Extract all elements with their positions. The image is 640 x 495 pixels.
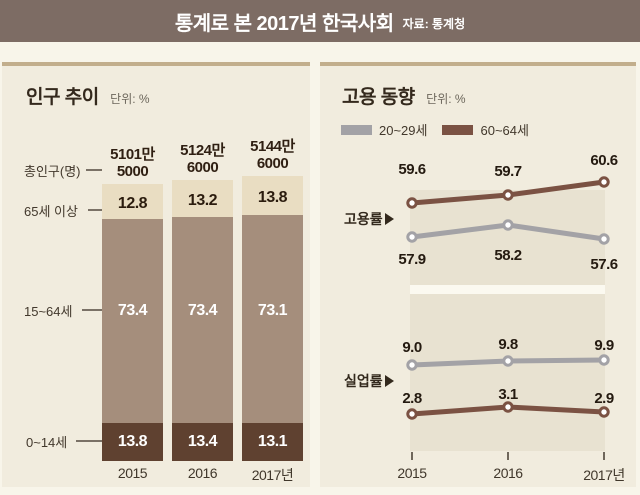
legend-item-20-29: 20~29세 bbox=[341, 120, 427, 139]
stacked-bar-2017 bbox=[242, 176, 303, 461]
emp20-2017-label: 57.6 bbox=[590, 256, 618, 273]
connector-line bbox=[76, 440, 102, 442]
segment-15-64-2015 bbox=[102, 219, 163, 423]
population-panel: 인구 추이 단위: % 총인구(명) 5101만 5000 5124만 6000… bbox=[2, 62, 310, 487]
value-15-64-2016: 73.4 bbox=[187, 302, 218, 319]
total-population-label: 총인구(명) bbox=[24, 164, 81, 179]
header-bar: 통계로 본 2017년 한국사회 자료: 통계청 bbox=[0, 0, 640, 42]
employment-panel: 고용 동향 단위: % 20~29세 60~64세 bbox=[320, 62, 636, 487]
population-title: 인구 추이 bbox=[26, 87, 99, 108]
axis-year-2016: 2016 bbox=[493, 465, 523, 481]
value-0-14-2015: 13.8 bbox=[117, 433, 148, 450]
axis-year-2017: 2017년 bbox=[251, 467, 294, 483]
axis-year-2016: 2016 bbox=[187, 465, 218, 481]
unemp60-2017-label: 2.9 bbox=[594, 390, 614, 407]
emp60-2017-label: 60.6 bbox=[590, 152, 618, 169]
unemp20-2017-label: 9.9 bbox=[594, 337, 614, 354]
arrow-right-icon bbox=[384, 375, 394, 387]
legend-swatch-brown bbox=[442, 124, 474, 135]
legend-swatch-gray bbox=[341, 124, 372, 135]
value-65plus-2017: 13.8 bbox=[257, 189, 288, 206]
axis-year-2015: 2015 bbox=[397, 465, 427, 481]
emp20-2016-label: 58.2 bbox=[494, 247, 522, 264]
source-label: 자료: 통계청 bbox=[402, 17, 466, 31]
connector-line bbox=[88, 209, 102, 211]
value-65plus-2015: 12.8 bbox=[117, 195, 148, 212]
total-2017: 5144만 6000 bbox=[250, 138, 295, 172]
value-0-14-2016: 13.4 bbox=[187, 433, 218, 450]
stacked-bar-2015 bbox=[102, 184, 163, 461]
connector-line bbox=[86, 169, 102, 171]
emp60-2016-label: 59.7 bbox=[494, 163, 522, 180]
axis-year-2017: 2017년 bbox=[583, 467, 625, 483]
total-2016: 5124만 6000 bbox=[180, 142, 225, 176]
stacked-bar-2016 bbox=[172, 180, 233, 461]
age-label-65plus: 65세 이상 bbox=[24, 204, 78, 219]
population-unit-label: 단위: % bbox=[110, 92, 150, 106]
legend-item-60-64: 60~64세 bbox=[442, 120, 529, 139]
value-15-64-2017: 73.1 bbox=[257, 302, 288, 319]
emp20-2015-label: 57.9 bbox=[398, 251, 426, 268]
unemp20-2016-label: 9.8 bbox=[498, 336, 518, 353]
employment-panel-title: 고용 동향 단위: % bbox=[342, 82, 466, 109]
population-panel-title: 인구 추이 단위: % bbox=[26, 82, 150, 109]
value-15-64-2015: 73.4 bbox=[117, 302, 148, 319]
axis-year-2015: 2015 bbox=[117, 465, 148, 481]
axis-tick bbox=[411, 452, 413, 460]
segment-65plus-2015 bbox=[102, 184, 163, 219]
employment-chart-band bbox=[410, 190, 605, 285]
segment-0-14-2015 bbox=[102, 423, 163, 461]
age-label-0-14: 0~14세 bbox=[26, 435, 68, 450]
segment-0-14-2016 bbox=[172, 423, 233, 461]
segment-15-64-2016 bbox=[172, 217, 233, 423]
segment-15-64-2017 bbox=[242, 215, 303, 423]
unemployment-chart-band bbox=[410, 294, 605, 451]
chart-band-gap bbox=[410, 285, 605, 294]
value-0-14-2017: 13.1 bbox=[257, 433, 288, 450]
emp60-2015-label: 59.6 bbox=[398, 161, 426, 178]
legend: 20~29세 60~64세 bbox=[341, 120, 529, 139]
axis-tick bbox=[507, 452, 509, 460]
total-2015: 5101만 5000 bbox=[110, 146, 155, 180]
arrow-right-icon bbox=[384, 213, 394, 225]
segment-0-14-2017 bbox=[242, 423, 303, 461]
unemployment-rate-label: 실업률 bbox=[344, 371, 394, 391]
axis-tick bbox=[603, 452, 605, 460]
connector-line bbox=[82, 309, 102, 311]
employment-unit-label: 단위: % bbox=[426, 92, 466, 106]
unemp60-2016-label: 3.1 bbox=[498, 386, 518, 403]
page-title: 통계로 본 2017년 한국사회 bbox=[174, 12, 394, 35]
segment-65plus-2016 bbox=[172, 180, 233, 217]
value-65plus-2016: 13.2 bbox=[187, 192, 218, 209]
unemp60-2015-label: 2.8 bbox=[402, 390, 422, 407]
unemp20-2015-label: 9.0 bbox=[402, 339, 422, 356]
employment-rate-label: 고용률 bbox=[344, 209, 394, 229]
employment-title: 고용 동향 bbox=[342, 87, 415, 108]
segment-65plus-2017 bbox=[242, 176, 303, 215]
age-label-15-64: 15~64세 bbox=[24, 304, 73, 319]
line-markers bbox=[406, 176, 610, 420]
line-chart-svg bbox=[406, 176, 610, 420]
